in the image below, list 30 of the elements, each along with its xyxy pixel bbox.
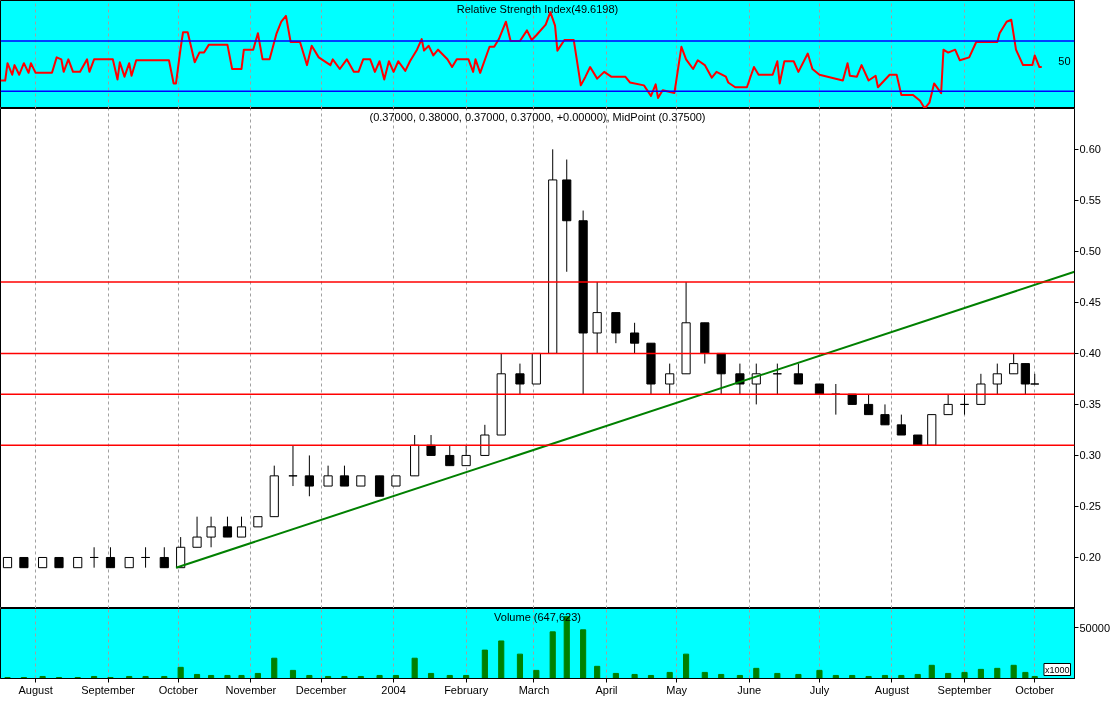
x-tick-label: May — [666, 683, 688, 696]
x-tick-label: April — [595, 683, 618, 696]
x-tick-label: December — [295, 683, 347, 696]
y-tick-label: 0.20 — [1079, 551, 1101, 564]
x-tick-label: October — [158, 683, 199, 696]
x-tick-label: June — [737, 683, 762, 696]
x-tick-label: September — [81, 683, 136, 696]
y-tick-label: 0.30 — [1079, 449, 1101, 462]
x-tick-label: November — [225, 683, 277, 696]
x-tick-label: October — [1015, 683, 1055, 696]
y-tick-label: 0.35 — [1079, 398, 1101, 411]
y-tick-label: 0.40 — [1079, 347, 1101, 360]
y-tick-label: 0.45 — [1079, 296, 1101, 309]
y-tick-label: 0.25 — [1079, 500, 1101, 513]
y-tick-label: 0.60 — [1079, 143, 1101, 156]
x-tick-label: 2004 — [381, 683, 406, 696]
x-tick-label: September — [937, 683, 992, 696]
annotation: x1000 — [1044, 664, 1070, 675]
chart-title: Volume (647,623) — [494, 610, 581, 623]
x-tick-label: August — [874, 683, 910, 696]
chart-title: Relative Strength Index(49.6198) — [456, 2, 619, 15]
y-tick-label: 0.55 — [1079, 194, 1101, 207]
y-tick-label: 50000 — [1079, 621, 1111, 634]
x-tick-label: July — [809, 683, 830, 696]
x-tick-label: August — [18, 683, 53, 696]
y-tick-label: 0.50 — [1079, 245, 1101, 258]
x-tick-label: February — [444, 683, 489, 696]
annotation: 50 — [1058, 54, 1071, 67]
chart-title: (0.37000, 0.38000, 0.37000, 0.37000, +0.00000), MidPoint (0.37500) — [369, 110, 706, 123]
x-tick-label: March — [518, 683, 550, 696]
